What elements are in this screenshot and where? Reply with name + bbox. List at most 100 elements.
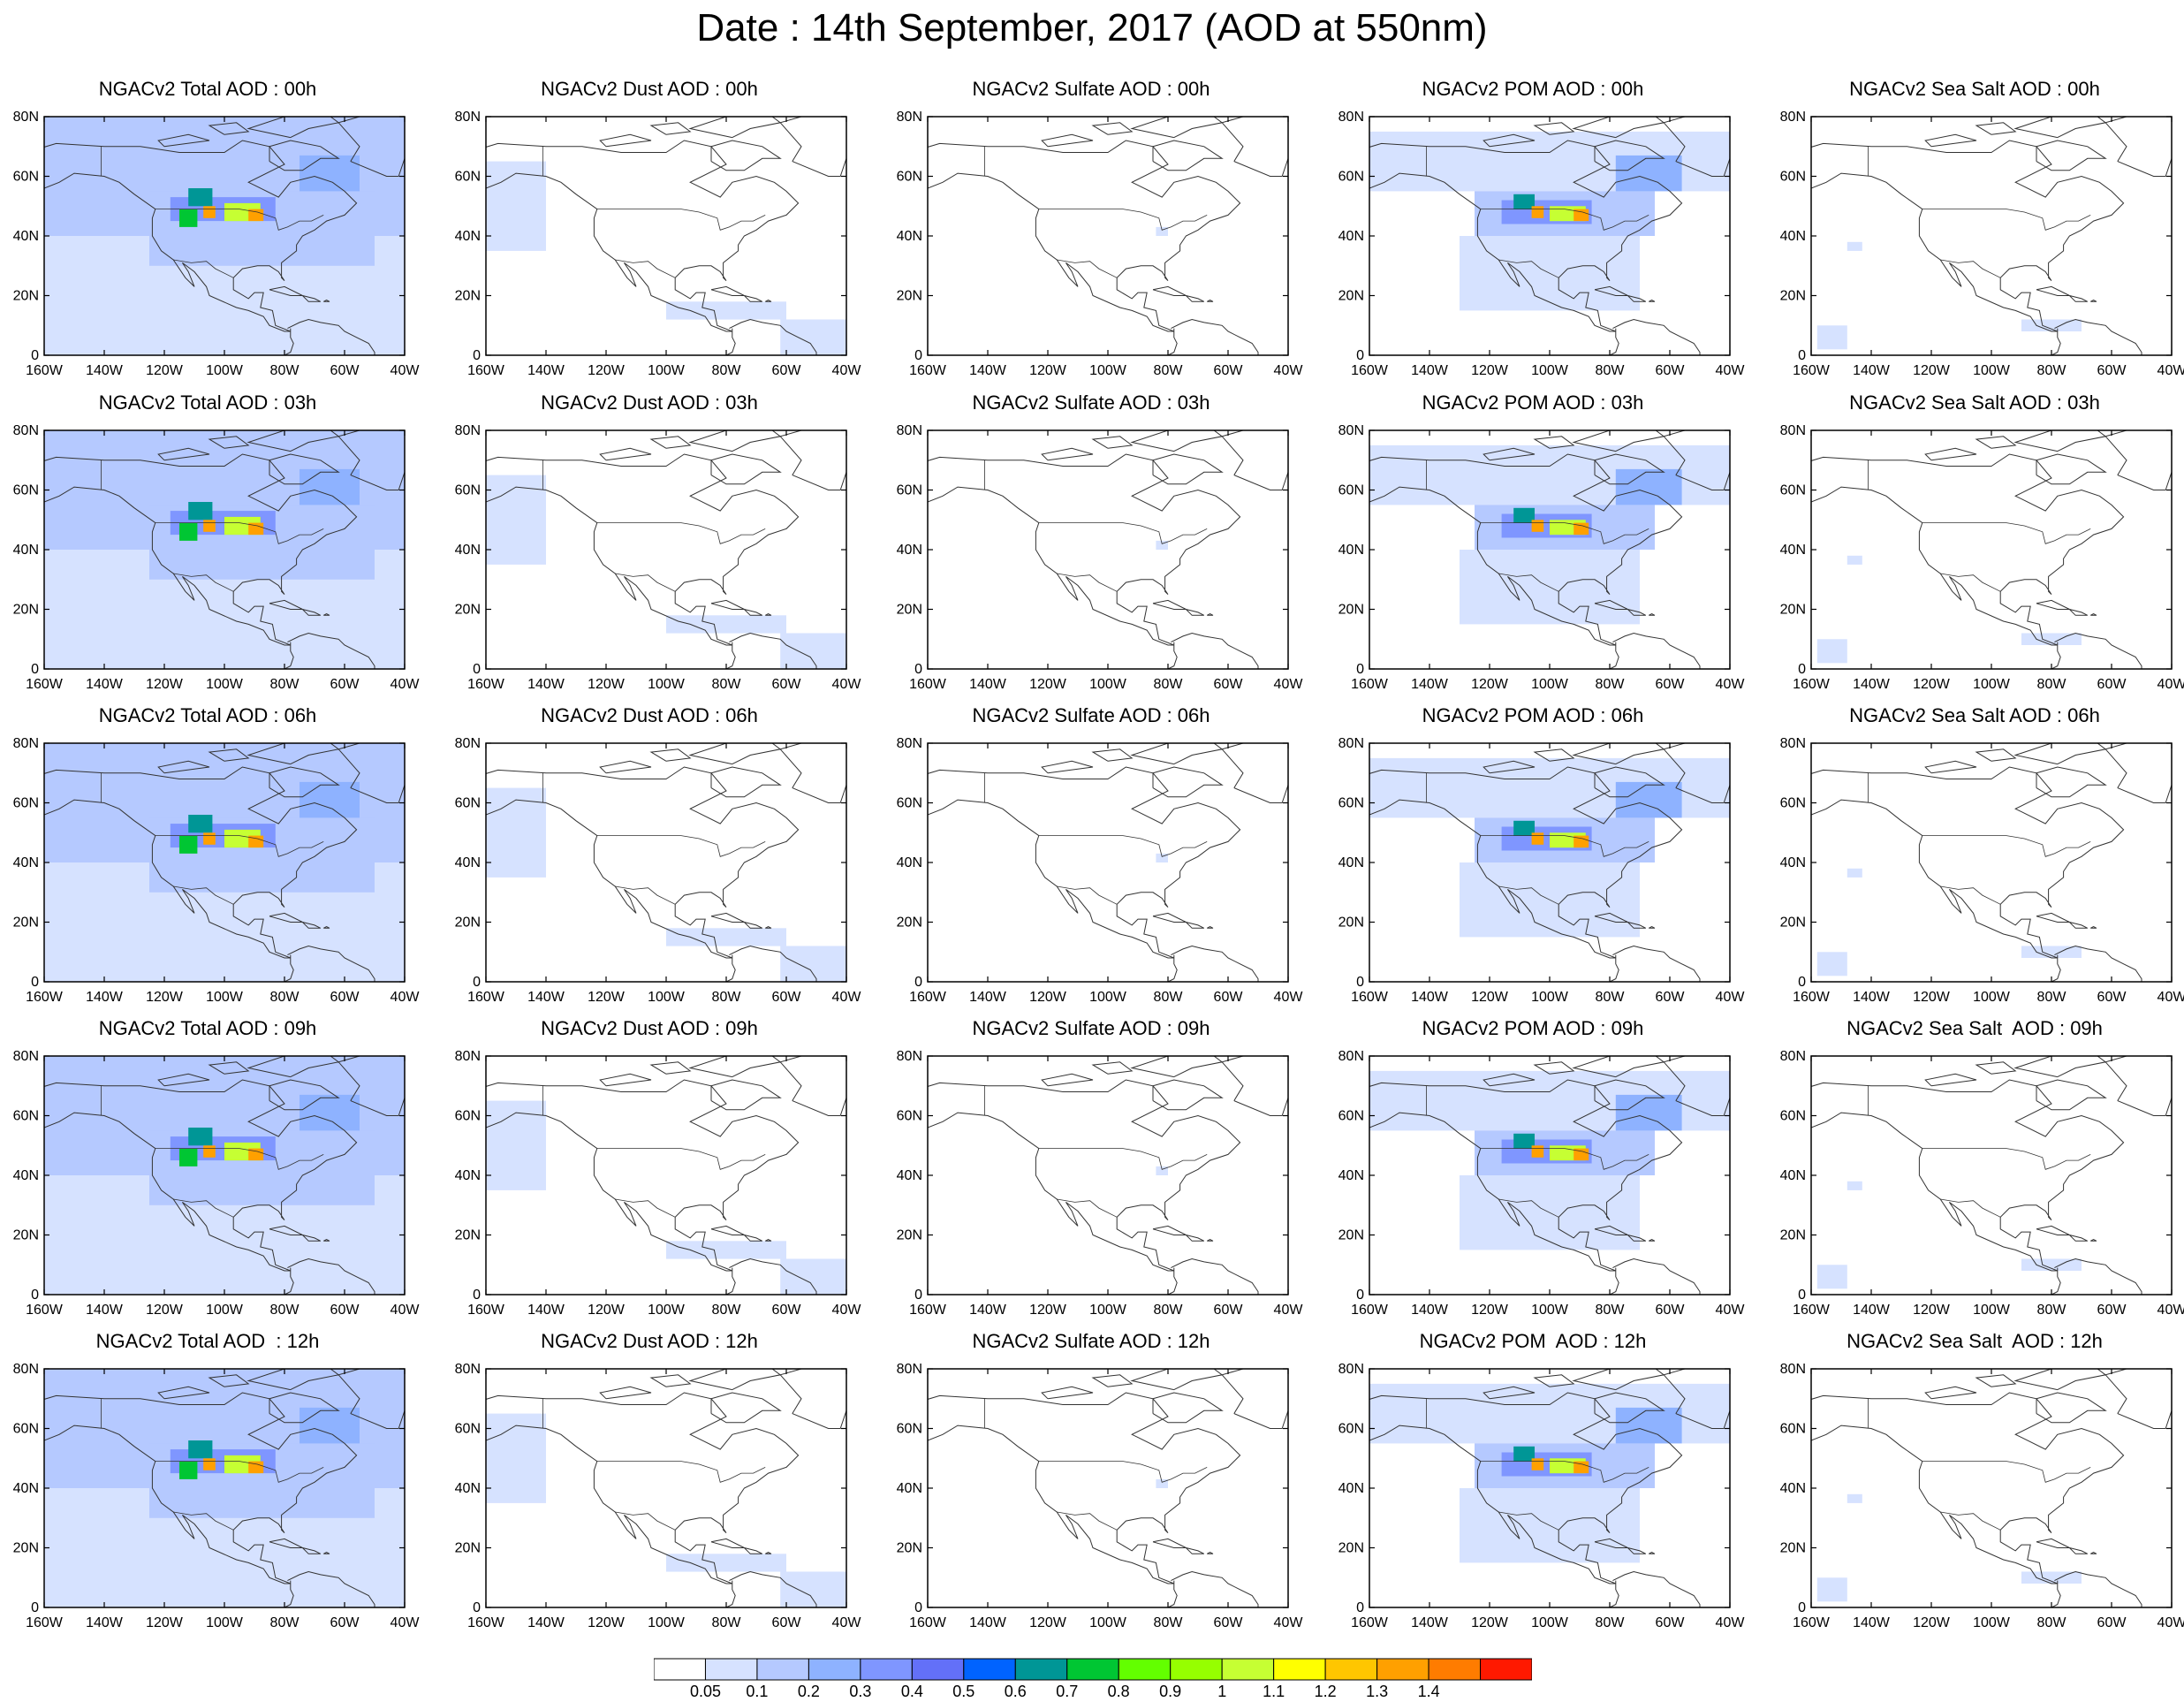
aod-cell [1574, 1148, 1589, 1161]
x-tick-label: 120W [1471, 677, 1509, 692]
coastlines [486, 1056, 846, 1295]
country-border [173, 1198, 234, 1218]
coastlines [928, 117, 1288, 355]
x-tick-label: 120W [1913, 1615, 1951, 1630]
x-tick-label: 120W [146, 1615, 184, 1630]
coastline [1572, 430, 1665, 452]
coastline [1594, 453, 1665, 485]
panel-title: NGACv2 Sea Salt AOD : 12h [1847, 1330, 2103, 1352]
colorbar-swatch [1170, 1658, 1223, 1681]
country-border [1940, 885, 2001, 905]
coastline [1152, 140, 1224, 171]
colorbar-label: 0.6 [1005, 1683, 1027, 1698]
aod-field [486, 787, 846, 982]
x-tick-label: 160W [1793, 1615, 1831, 1630]
country-border [155, 835, 324, 857]
x-tick-label: 120W [146, 1303, 184, 1318]
map-plot: 160W 140W 120W 100W 80W 60W 40W 0 20N 40N 60N 80N [897, 110, 1304, 378]
coastline [779, 430, 846, 490]
coastline [2104, 743, 2172, 803]
coastline [246, 117, 340, 139]
y-tick-label: 20N [1338, 289, 1364, 304]
x-tick-label: 160W [1351, 363, 1389, 378]
aod-cell [2172, 1438, 2184, 1474]
y-tick-label: 80N [1338, 423, 1364, 438]
coastline [1091, 122, 1134, 135]
coastline [322, 926, 330, 929]
colorbar-swatch [654, 1658, 706, 1681]
x-tick-label: 120W [146, 677, 184, 692]
aod-field [44, 743, 405, 982]
x-tick-label: 100W [206, 1303, 244, 1318]
coastline [1171, 1258, 1259, 1295]
map-panel: NGACv2 Total AOD : 00h 160W 140W 120W 100W 80… [0, 78, 442, 391]
x-tick-label: 80W [1154, 990, 1184, 1005]
x-tick-label: 140W [86, 677, 124, 692]
x-tick-label: 80W [270, 677, 300, 692]
country-border [1922, 209, 2091, 231]
coastline [1533, 1061, 1575, 1075]
aod-cell [248, 1148, 264, 1161]
y-tick-label: 80N [897, 423, 922, 438]
aod-cell [1574, 835, 1589, 848]
coastline [1167, 642, 1178, 669]
y-tick-label: 60N [13, 796, 39, 811]
coastline [744, 1235, 763, 1242]
coastline [2054, 318, 2142, 355]
map-panel: NGACv2 Sulfate AOD : 03h 160W 140W 120W 100W… [883, 391, 1325, 704]
x-tick-label: 120W [588, 1615, 626, 1630]
coastline [1091, 1061, 1134, 1075]
x-tick-label: 60W [1214, 990, 1244, 1005]
coastline [2036, 1392, 2107, 1424]
coastlines [44, 430, 405, 669]
map-panel: NGACv2 Sea Salt AOD : 00h 160W 140W 120W 100… [1767, 78, 2184, 391]
x-tick-label: 60W [2097, 363, 2127, 378]
aod-field [1816, 555, 2082, 664]
coastline [928, 1392, 1241, 1584]
x-tick-label: 140W [1853, 1303, 1891, 1318]
x-tick-label: 100W [206, 990, 244, 1005]
map-panel: NGACv2 Total AOD : 06h 160W 140W 120W 100W 80… [0, 704, 442, 1017]
coastline [2069, 1547, 2089, 1554]
coastline [1483, 133, 1536, 148]
coastline [2036, 599, 2070, 610]
coastlines [486, 117, 846, 355]
x-tick-label: 60W [330, 990, 360, 1005]
x-tick-label: 60W [2097, 1615, 2127, 1630]
aod-cell [666, 301, 786, 320]
coastline [1369, 453, 1683, 646]
country-border [1038, 1461, 1208, 1483]
coastline [1152, 599, 1187, 610]
map-plot: 160W 140W 120W 100W 80W 60W 40W 0 20N 40N 60N 80N [13, 1362, 421, 1630]
y-tick-label: 60N [897, 170, 922, 185]
x-tick-label: 120W [1471, 990, 1509, 1005]
coastline [337, 430, 405, 490]
x-tick-label: 80W [1596, 1303, 1626, 1318]
map-plot: 160W 140W 120W 100W 80W 60W 40W 0 20N 40N 60N 80N [455, 1049, 862, 1318]
coastlines [928, 1369, 1288, 1607]
panel-title: NGACv2 Sulfate AOD : 03h [972, 391, 1210, 414]
country-border [155, 522, 324, 544]
coastline [1206, 300, 1214, 302]
country-border [1922, 522, 2091, 544]
coastline [208, 122, 250, 135]
coastlines [1811, 1369, 2172, 1607]
coastline [1130, 1369, 1224, 1391]
x-tick-label: 80W [1596, 677, 1626, 692]
coastline [729, 318, 817, 355]
x-tick-label: 100W [648, 677, 686, 692]
coastline [44, 453, 358, 646]
coastline [2069, 295, 2089, 302]
panel-title: NGACv2 POM AOD : 03h [1422, 391, 1644, 414]
coastline [779, 1056, 846, 1116]
coastline [1594, 766, 1665, 798]
coastline [1663, 117, 1730, 177]
aod-field [1816, 868, 2082, 976]
coastlines [928, 430, 1288, 669]
x-tick-label: 100W [1531, 990, 1569, 1005]
y-tick-label: 0 [914, 662, 922, 677]
aod-cell [1531, 1458, 1544, 1470]
y-tick-label: 20N [1780, 916, 1806, 931]
aod-cell [1847, 241, 1862, 251]
panel-title: NGACv2 POM AOD : 06h [1422, 704, 1644, 726]
